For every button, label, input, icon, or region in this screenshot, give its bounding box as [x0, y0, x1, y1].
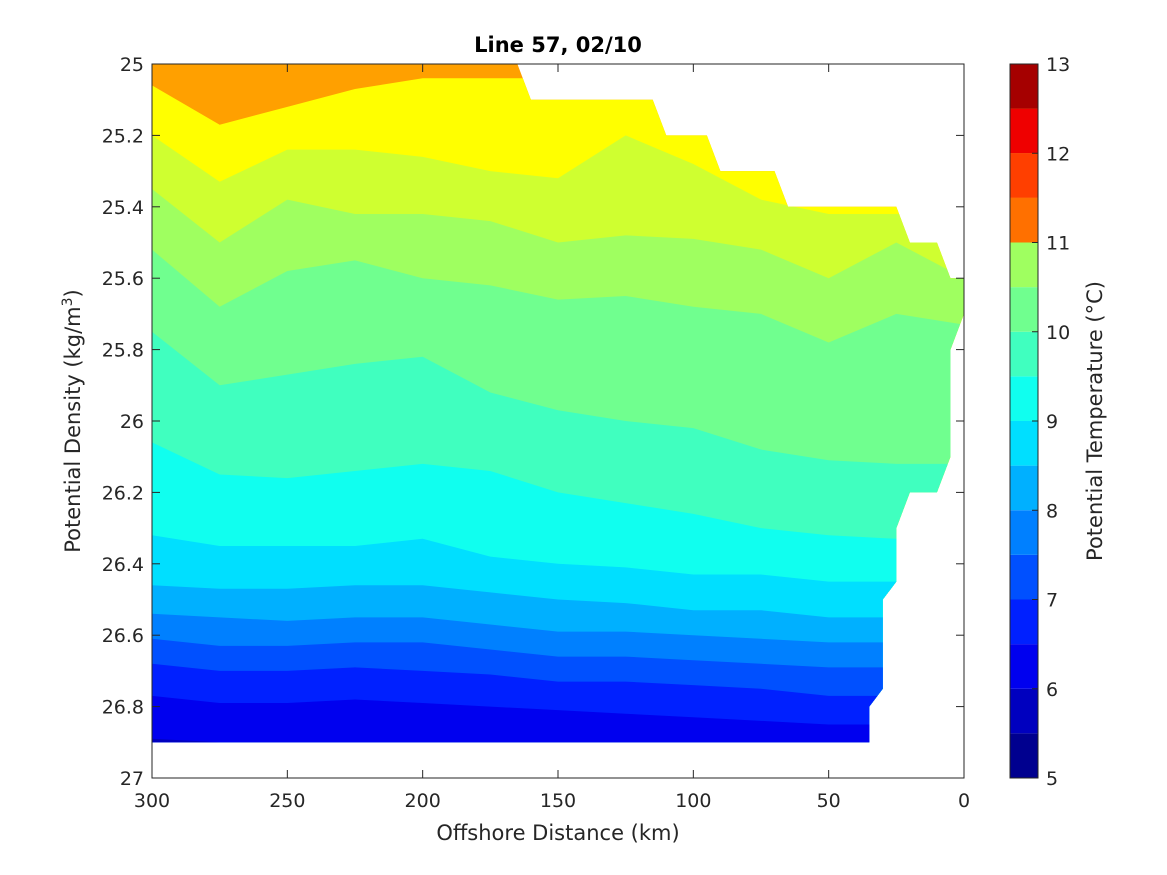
colorbar: 5 6 7 8 9 10 11 12 13: [1009, 54, 1070, 790]
y-tick-label: 25.2: [102, 125, 144, 147]
x-tick-label: 0: [958, 790, 970, 812]
colorbar-tick-label: 13: [1046, 54, 1070, 76]
x-tick-label: 150: [540, 790, 576, 812]
colorbar-segment: [1010, 510, 1038, 555]
y-tick-label: 26.6: [102, 625, 144, 647]
colorbar-segment: [1010, 376, 1038, 421]
y-axis: 25 25.2 25.4 25.6 25.8 26 26.2 26.4 26.6 26.8 27: [102, 54, 964, 790]
colorbar-segment: [1010, 421, 1038, 466]
colorbar-tick-label: 8: [1046, 500, 1058, 522]
y-axis-label: Potential Density (kg/m3): [60, 289, 85, 553]
contour-band: [152, 695, 964, 743]
colorbar-segment: [1010, 153, 1038, 198]
y-tick-label: 25.4: [102, 197, 144, 219]
colorbar-segment: [1010, 554, 1038, 600]
colorbar-label: Potential Temperature (°C): [1083, 281, 1107, 561]
colorbar-segment: [1010, 287, 1038, 332]
y-tick-label: 26: [120, 411, 144, 433]
x-axis-label: Offshore Distance (km): [436, 821, 679, 845]
y-tick-label: 26.4: [102, 554, 144, 576]
colorbar-segment: [1010, 688, 1038, 734]
colorbar-segment: [1010, 108, 1038, 154]
y-tick-label: 25.8: [102, 340, 144, 362]
x-tick-label: 200: [405, 790, 441, 812]
colorbar-segment: [1010, 64, 1038, 109]
colorbar-tick-label: 10: [1046, 322, 1070, 344]
x-tick-label: 300: [134, 790, 170, 812]
x-axis: 300 250 200 150 100 50 0: [134, 64, 970, 812]
y-tick-label: 25: [120, 54, 144, 76]
colorbar-tick-label: 9: [1046, 411, 1058, 433]
colorbar-tick-label: 5: [1046, 768, 1058, 790]
y-tick-label: 26.2: [102, 482, 144, 504]
x-tick-label: 50: [817, 790, 841, 812]
y-tick-label: 25.6: [102, 268, 144, 290]
colorbar-tick-label: 6: [1046, 679, 1058, 701]
colorbar-segment: [1010, 331, 1038, 377]
x-tick-label: 100: [675, 790, 711, 812]
colorbar-segment: [1010, 242, 1038, 288]
colorbar-segment: [1010, 197, 1038, 243]
y-tick-label: 26.8: [102, 697, 144, 719]
colorbar-segment: [1010, 733, 1038, 778]
y-tick-label: 27: [120, 768, 144, 790]
colorbar-segment: [1010, 644, 1038, 689]
chart-title: Line 57, 02/10: [474, 33, 642, 57]
colorbar-tick-label: 12: [1046, 143, 1070, 165]
colorbar-segment: [1010, 465, 1038, 511]
x-tick-label: 250: [269, 790, 305, 812]
colorbar-segment: [1010, 599, 1038, 645]
colorbar-tick-label: 7: [1046, 590, 1058, 612]
colorbar-tick-label: 11: [1046, 233, 1070, 255]
